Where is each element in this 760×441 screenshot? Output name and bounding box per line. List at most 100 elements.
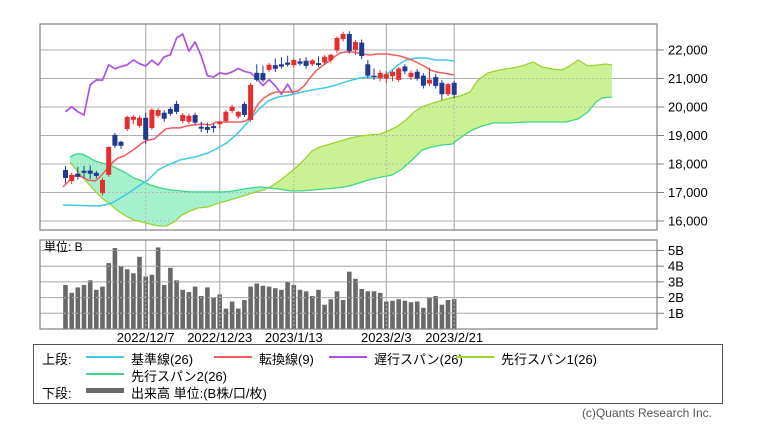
volume-axis-label: 2B (668, 290, 684, 305)
price-axis-label: 18,000 (668, 157, 708, 172)
span1-line-swatch (456, 356, 494, 358)
price-panel-border (39, 23, 658, 231)
volume-bar (334, 291, 340, 329)
candle-body (291, 60, 297, 66)
volume-bar (198, 296, 204, 329)
candle-body (100, 180, 105, 194)
volume-bar (353, 278, 358, 329)
candle-body (433, 77, 439, 86)
volume-unit-label: 単位: B (44, 239, 83, 254)
candle-body (303, 60, 309, 66)
volume-bar (186, 292, 192, 329)
price-axis-label: 22,000 (668, 43, 708, 58)
volume-bar (248, 286, 253, 329)
tenkan-line-swatch (214, 356, 252, 358)
candle-body (334, 38, 340, 51)
candle-body (180, 115, 186, 121)
candle-body (272, 65, 278, 69)
volume-bar (131, 273, 136, 329)
candle-body (309, 60, 315, 65)
senkou-span1-line (69, 59, 613, 227)
candle-body (241, 103, 247, 115)
candle-body (149, 109, 155, 128)
candle-body (278, 64, 284, 67)
candle-body (297, 61, 303, 64)
span2-line-swatch (86, 373, 124, 375)
legend-box: 上段: 基準線(26) 転換線(9) 遅行スパン(26) 先行スパン1(26) … (33, 344, 723, 404)
candle-body (112, 134, 118, 146)
candle-body (420, 75, 426, 86)
volume-bar (266, 286, 272, 329)
candle-body (396, 68, 402, 80)
volume-bar (174, 280, 179, 329)
volume-bar (63, 285, 68, 329)
candle-body (353, 42, 358, 50)
senkou-span2-line (69, 96, 613, 193)
tenkan-line (62, 51, 455, 188)
legend-row-lower: 下段: 出来高 単位:(B株/口/枚) (34, 382, 722, 401)
candle-body (161, 112, 167, 119)
candle-body (248, 84, 254, 120)
legend-item-tenkan: 転換線(9) (259, 352, 314, 367)
candle-body (408, 72, 414, 78)
candle-body (285, 62, 291, 65)
volume-bar (100, 286, 105, 329)
candle-body (75, 173, 81, 177)
candle-body (316, 63, 321, 66)
volume-bar (310, 296, 315, 329)
candle-body (69, 174, 75, 182)
chikou-line-swatch (329, 356, 367, 358)
x-axis-date-label: 2023/1/13 (265, 330, 323, 345)
candle-body (223, 111, 229, 121)
price-axis-label: 21,000 (668, 71, 708, 86)
candle-body (414, 71, 420, 79)
volume-bar (75, 287, 81, 329)
volume-bar (285, 281, 290, 329)
candle-body (427, 79, 432, 84)
volume-bar (390, 300, 395, 329)
volume-bar (69, 292, 74, 329)
volume-bar (94, 289, 99, 330)
candle-body (204, 127, 210, 130)
volume-bar (451, 299, 457, 329)
volume-bar (328, 299, 334, 329)
volume-bar (377, 292, 383, 329)
x-axis-date-label: 2022/12/7 (117, 330, 175, 345)
legend-item-kijun: 基準線(26) (131, 352, 194, 367)
volume-bar (408, 302, 414, 329)
legend-row-upper: 上段: 基準線(26) 転換線(9) 遅行スパン(26) 先行スパン1(26) (34, 348, 722, 367)
volume-axis-label: 3B (668, 274, 684, 289)
kijun-line-swatch (86, 356, 124, 358)
candle-body (81, 170, 87, 173)
volume-bar (402, 300, 408, 329)
volume-bar (137, 256, 142, 329)
volume-bar (291, 285, 297, 329)
price-axis-label: 19,000 (668, 128, 708, 143)
volume-bar (384, 301, 389, 329)
volume-bar (359, 289, 364, 329)
volume-bar (205, 287, 210, 329)
candle-body (130, 116, 136, 120)
candle-body (198, 126, 204, 129)
x-axis-date-label: 2022/12/23 (187, 330, 252, 345)
candle-body (106, 146, 112, 175)
candle-body (167, 109, 173, 114)
volume-bar (155, 247, 161, 329)
volume-bar (124, 269, 130, 329)
candle-body (445, 84, 451, 95)
candle-body (383, 74, 389, 79)
candle-body (217, 122, 223, 125)
volume-bar (279, 289, 284, 330)
candle-body (63, 170, 68, 178)
volume-bar (143, 276, 148, 329)
legend-item-span2: 先行スパン2(26) (131, 369, 227, 384)
volume-bar (87, 280, 93, 329)
volume-swatch (86, 388, 124, 393)
candle-body (371, 75, 377, 78)
volume-bar (112, 248, 118, 329)
candle-body (124, 117, 130, 129)
candle-body (229, 106, 235, 111)
candle-body (174, 103, 180, 112)
candle-body (211, 126, 217, 129)
